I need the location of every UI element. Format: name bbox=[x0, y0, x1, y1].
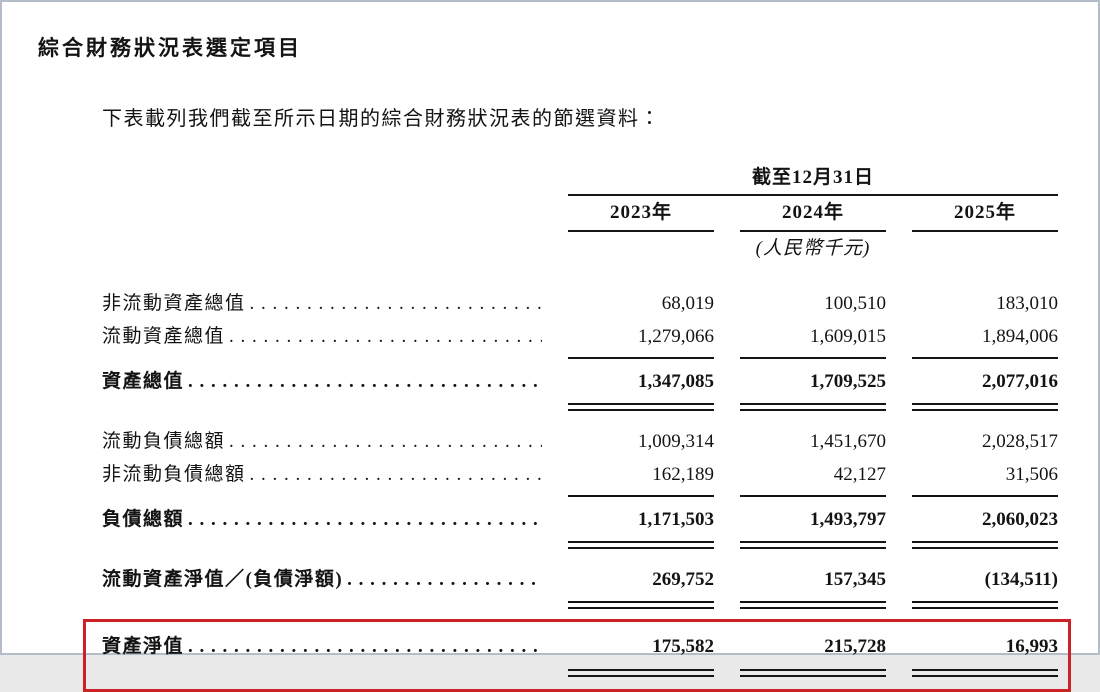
row-label: 非流動負債總額 bbox=[102, 458, 568, 491]
rule-double bbox=[912, 601, 1058, 609]
total-rule-row bbox=[102, 398, 1058, 411]
dot-leader bbox=[188, 365, 542, 398]
rule-double bbox=[568, 669, 714, 677]
value-2024: 1,709,525 bbox=[810, 371, 886, 392]
rule-single bbox=[912, 357, 1058, 359]
dot-leader bbox=[188, 630, 542, 663]
value-2023: 1,347,085 bbox=[638, 371, 714, 392]
column-header-2025: 2025年 bbox=[912, 196, 1058, 232]
value-2024: 215,728 bbox=[824, 636, 886, 657]
rule-single bbox=[740, 495, 886, 497]
total-rule-row bbox=[102, 596, 1058, 609]
rule-double bbox=[912, 403, 1058, 411]
rule-single bbox=[568, 495, 714, 497]
row-label-text: 流動資產總值 bbox=[102, 326, 226, 347]
value-2024: 1,493,797 bbox=[810, 509, 886, 530]
rule-double bbox=[740, 669, 886, 677]
table-row-total-liabilities: 負債總額 1,171,503 1,493,797 2,060,023 bbox=[102, 497, 1058, 536]
row-label: 負債總額 bbox=[102, 503, 568, 536]
value-2023: 175,582 bbox=[652, 636, 714, 657]
header-rule bbox=[568, 194, 1058, 196]
value-2023: 68,019 bbox=[661, 293, 714, 314]
table-row-non-current-assets: 非流動資產總值 68,019 100,510 183,010 bbox=[102, 287, 1058, 320]
value-2025: 2,077,016 bbox=[982, 371, 1058, 392]
row-label-text: 非流動資產總值 bbox=[102, 293, 246, 314]
row-label-text: 資產總值 bbox=[102, 371, 185, 392]
value-2025: 31,506 bbox=[1005, 464, 1058, 485]
row-label: 資產淨值 bbox=[102, 630, 568, 663]
dot-leader bbox=[188, 503, 542, 536]
table-row-net-current-assets: 流動資產淨值／(負債淨額) 269,752 157,345 (134,511) bbox=[102, 563, 1058, 596]
period-header: 截至12月31日 bbox=[751, 167, 874, 188]
value-2024: 42,127 bbox=[833, 464, 886, 485]
value-2025: 183,010 bbox=[996, 293, 1058, 314]
rule-single bbox=[912, 495, 1058, 497]
rule-single bbox=[740, 357, 886, 359]
page-title: 綜合財務狀況表選定項目 bbox=[38, 36, 302, 60]
row-label: 流動資產淨值／(負債淨額) bbox=[102, 563, 568, 596]
subtotal-rule-row bbox=[102, 491, 1058, 497]
net-assets-highlight-box: 資產淨值 175,582 215,728 16,993 bbox=[83, 619, 1071, 692]
value-2025: (134,511) bbox=[984, 569, 1058, 590]
value-2023: 1,279,066 bbox=[638, 326, 714, 347]
column-header-2024: 2024年 bbox=[740, 196, 886, 232]
table-unit-row: (人民幣千元) bbox=[102, 232, 1058, 261]
value-2024: 1,609,015 bbox=[810, 326, 886, 347]
table-header-rule-row bbox=[102, 191, 1058, 196]
value-2025: 16,993 bbox=[1005, 636, 1058, 657]
value-2023: 269,752 bbox=[652, 569, 714, 590]
row-label-text: 負債總額 bbox=[102, 509, 185, 530]
subtotal-rule-row bbox=[102, 353, 1058, 359]
dot-leader bbox=[250, 458, 542, 491]
value-2023: 1,171,503 bbox=[638, 509, 714, 530]
rule-double bbox=[568, 541, 714, 549]
rule-double bbox=[740, 403, 886, 411]
table-row-net-assets: 資產淨值 175,582 215,728 16,993 bbox=[102, 630, 1058, 663]
document-page: 綜合財務狀況表選定項目 下表載列我們截至所示日期的綜合財務狀況表的節選資料： 截… bbox=[0, 0, 1100, 655]
value-2025: 2,028,517 bbox=[982, 431, 1058, 452]
table-header-period-row: 截至12月31日 bbox=[102, 165, 1058, 191]
table-header-years-row: 2023年 2024年 2025年 bbox=[102, 196, 1058, 232]
total-rule-row bbox=[102, 663, 1058, 677]
spacer bbox=[102, 549, 1058, 563]
value-2024: 1,451,670 bbox=[810, 431, 886, 452]
row-label-text: 資產淨值 bbox=[102, 636, 185, 657]
spacer bbox=[102, 261, 1058, 287]
value-2024: 157,345 bbox=[824, 569, 886, 590]
unit-note: (人民幣千元) bbox=[755, 238, 871, 259]
intro-text: 下表載列我們截至所示日期的綜合財務狀況表的節選資料： bbox=[102, 108, 661, 130]
financial-position-table: 截至12月31日 2023年 2024年 2025年 (人民幣千元) 非流動資產… bbox=[83, 165, 1071, 692]
value-2025: 2,060,023 bbox=[982, 509, 1058, 530]
rule-double bbox=[568, 601, 714, 609]
rule-single bbox=[568, 357, 714, 359]
dot-leader bbox=[347, 563, 542, 596]
row-label-text: 流動負債總額 bbox=[102, 431, 226, 452]
rule-double bbox=[568, 403, 714, 411]
value-2024: 100,510 bbox=[824, 293, 886, 314]
value-2023: 162,189 bbox=[652, 464, 714, 485]
row-label-text: 非流動負債總額 bbox=[102, 464, 246, 485]
table-row-current-assets: 流動資產總值 1,279,066 1,609,015 1,894,006 bbox=[102, 320, 1058, 353]
row-label-text: 流動資產淨值／(負債淨額) bbox=[102, 569, 344, 590]
dot-leader bbox=[229, 425, 542, 458]
total-rule-row bbox=[102, 536, 1058, 549]
rule-double bbox=[912, 669, 1058, 677]
table-row-non-current-liabilities: 非流動負債總額 162,189 42,127 31,506 bbox=[102, 458, 1058, 491]
value-2023: 1,009,314 bbox=[638, 431, 714, 452]
dot-leader bbox=[250, 287, 542, 320]
column-header-2023: 2023年 bbox=[568, 196, 714, 232]
spacer bbox=[102, 411, 1058, 425]
rule-double bbox=[740, 601, 886, 609]
value-2025: 1,894,006 bbox=[982, 326, 1058, 347]
row-label: 流動負債總額 bbox=[102, 425, 568, 458]
row-label: 資產總值 bbox=[102, 365, 568, 398]
rule-double bbox=[912, 541, 1058, 549]
dot-leader bbox=[229, 320, 542, 353]
row-label: 流動資產總值 bbox=[102, 320, 568, 353]
row-label: 非流動資產總值 bbox=[102, 287, 568, 320]
rule-double bbox=[740, 541, 886, 549]
table-row-total-assets: 資產總值 1,347,085 1,709,525 2,077,016 bbox=[102, 359, 1058, 398]
table-row-current-liabilities: 流動負債總額 1,009,314 1,451,670 2,028,517 bbox=[102, 425, 1058, 458]
